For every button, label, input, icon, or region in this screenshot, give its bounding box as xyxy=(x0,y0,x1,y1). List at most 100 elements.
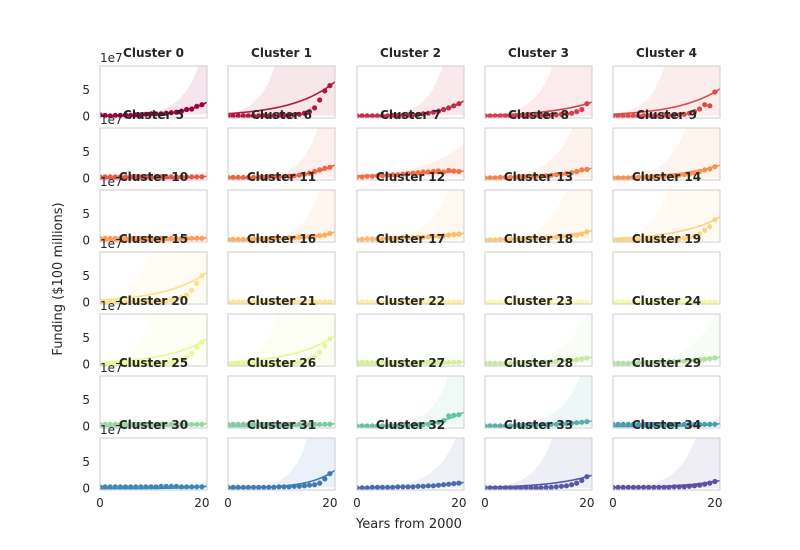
data-point xyxy=(641,484,647,490)
data-point xyxy=(143,174,149,180)
data-point xyxy=(148,484,154,490)
data-point xyxy=(584,101,590,107)
panel-frame xyxy=(356,375,465,429)
data-point xyxy=(405,422,411,428)
x-tick-label: 0 xyxy=(224,496,232,510)
data-point xyxy=(420,299,426,304)
data-point xyxy=(533,485,539,490)
panel: Cluster 29 xyxy=(612,356,721,429)
panel: Cluster 12 xyxy=(356,170,465,243)
data-point xyxy=(306,109,313,115)
data-point xyxy=(548,484,554,490)
data-point xyxy=(395,423,401,428)
data-point xyxy=(630,174,637,180)
data-point xyxy=(630,421,637,427)
data-point xyxy=(189,350,195,356)
fit-line xyxy=(228,335,335,363)
data-point xyxy=(122,235,129,241)
data-point xyxy=(266,174,272,180)
panel-title: Cluster 16 xyxy=(247,232,316,246)
data-point xyxy=(579,299,585,304)
data-point xyxy=(296,234,302,240)
data-point xyxy=(168,297,174,303)
data-point xyxy=(615,299,621,304)
data-point xyxy=(138,484,144,490)
data-point xyxy=(441,418,447,424)
data-point xyxy=(128,235,134,241)
data-point xyxy=(569,299,575,304)
x-tick-label: 20 xyxy=(579,496,594,510)
panel-title: Cluster 15 xyxy=(119,232,188,246)
data-point xyxy=(261,236,267,242)
data-point xyxy=(138,299,144,304)
data-point xyxy=(574,357,580,363)
data-point xyxy=(579,106,585,113)
data-point xyxy=(574,420,580,426)
data-point xyxy=(446,232,452,238)
x-tick-label: 0 xyxy=(609,496,617,510)
data-point xyxy=(122,112,129,118)
data-point xyxy=(194,344,200,350)
data-point xyxy=(379,299,386,304)
data-point xyxy=(523,360,529,366)
data-point xyxy=(620,421,626,427)
data-point xyxy=(435,108,442,114)
data-point xyxy=(569,110,575,116)
data-point xyxy=(487,113,493,118)
data-point xyxy=(518,360,524,366)
data-point xyxy=(661,112,667,118)
data-point xyxy=(245,113,251,118)
data-point xyxy=(153,235,159,241)
data-point xyxy=(507,485,514,490)
uncertainty-band xyxy=(485,190,592,240)
data-point xyxy=(430,233,436,239)
data-point xyxy=(327,299,333,304)
data-point xyxy=(405,299,411,304)
data-point xyxy=(553,299,559,304)
data-point xyxy=(178,357,185,363)
data-point xyxy=(379,423,386,428)
data-point xyxy=(261,174,267,180)
data-point xyxy=(558,234,565,240)
data-point xyxy=(327,471,333,477)
data-point xyxy=(128,112,134,118)
data-point xyxy=(184,292,190,298)
data-point xyxy=(240,174,246,180)
data-point xyxy=(235,421,241,427)
data-point xyxy=(651,299,657,304)
panel-frame xyxy=(612,65,721,119)
data-point xyxy=(168,235,174,241)
data-point xyxy=(543,484,549,490)
data-point xyxy=(301,234,307,240)
data-point xyxy=(446,299,452,304)
data-point xyxy=(625,299,631,304)
data-point xyxy=(543,299,549,304)
data-point xyxy=(194,421,200,427)
y-tick-label: 5 xyxy=(82,455,90,469)
data-point xyxy=(441,359,447,365)
data-point xyxy=(548,359,554,365)
data-point xyxy=(697,299,703,304)
data-point xyxy=(235,484,241,490)
data-point xyxy=(189,106,195,112)
data-point xyxy=(385,299,391,304)
data-point xyxy=(102,235,108,241)
data-point xyxy=(681,421,687,427)
data-point xyxy=(676,484,682,490)
data-point xyxy=(563,171,570,177)
panel-frame xyxy=(484,313,593,367)
data-point xyxy=(528,485,534,490)
uncertainty-band xyxy=(357,376,464,427)
y-tick-label: 5 xyxy=(82,393,90,407)
panel-frame xyxy=(356,65,465,119)
y-tick-label: 5 xyxy=(82,269,90,283)
data-point xyxy=(410,170,416,176)
data-point xyxy=(513,174,519,180)
data-point xyxy=(281,112,287,118)
data-point xyxy=(497,174,503,180)
data-point xyxy=(548,112,554,118)
y-offset-text: 1e7 xyxy=(100,423,123,437)
data-point xyxy=(492,299,498,304)
data-point xyxy=(569,233,575,239)
data-point xyxy=(301,421,307,427)
